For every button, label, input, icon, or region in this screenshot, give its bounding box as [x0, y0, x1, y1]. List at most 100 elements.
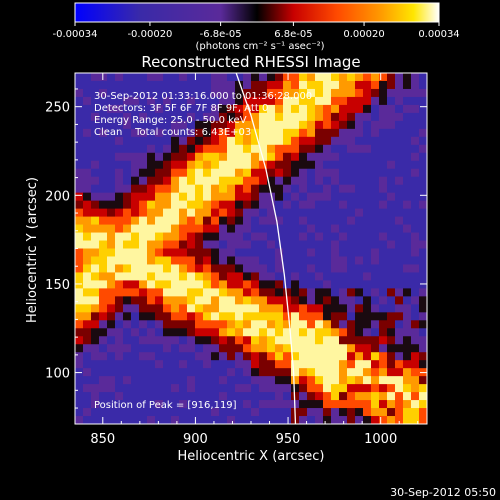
heatmap-cell: [259, 368, 268, 377]
heatmap-cell: [83, 408, 92, 417]
heatmap-cell: [131, 256, 140, 266]
heatmap-cell: [203, 328, 212, 337]
heatmap-cell: [123, 208, 132, 218]
heatmap-cell: [99, 320, 108, 329]
heatmap-cell: [315, 216, 324, 226]
heatmap-cell: [219, 408, 228, 417]
heatmap-cell: [395, 328, 404, 337]
heatmap-cell: [107, 128, 116, 138]
heatmap-cell: [195, 232, 204, 242]
heatmap-cell: [355, 96, 364, 106]
heatmap-cell: [195, 368, 204, 377]
heatmap-cell: [259, 256, 268, 266]
heatmap-cell: [219, 256, 228, 266]
heatmap-cell: [131, 120, 140, 130]
heatmap-cell: [379, 144, 388, 154]
heatmap-cell: [355, 168, 364, 178]
heatmap-cell: [299, 408, 308, 417]
heatmap-cell: [147, 328, 156, 337]
heatmap-cell: [147, 232, 156, 242]
heatmap-cell: [107, 192, 116, 202]
heatmap-cell: [395, 288, 404, 297]
heatmap-cell: [179, 120, 188, 130]
heatmap-cell: [163, 296, 172, 305]
heatmap-cell: [251, 272, 260, 282]
heatmap-cell: [131, 176, 140, 186]
heatmap-cell: [387, 73, 396, 82]
heatmap-cell: [227, 144, 236, 154]
heatmap-cell: [123, 136, 132, 146]
heatmap-cell: [323, 96, 332, 106]
heatmap-cell: [347, 112, 356, 122]
heatmap-cell: [115, 208, 124, 218]
heatmap-cell: [339, 224, 348, 234]
heatmap-cell: [155, 336, 164, 345]
heatmap-cell: [187, 176, 196, 186]
heatmap-cell: [91, 112, 100, 122]
heatmap-cell: [371, 184, 380, 194]
heatmap-cell: [99, 112, 108, 122]
heatmap-cell: [131, 264, 140, 274]
heatmap-cell: [267, 224, 276, 234]
heatmap-cell: [203, 416, 212, 424]
heatmap-cell: [155, 176, 164, 186]
heatmap-cell: [107, 376, 116, 385]
heatmap-cell: [259, 384, 268, 393]
heatmap-cell: [179, 352, 188, 361]
heatmap-cell: [227, 392, 236, 401]
heatmap-cell: [243, 96, 252, 106]
heatmap-cell: [163, 272, 172, 282]
heatmap-cell: [147, 128, 156, 138]
heatmap-cell: [211, 344, 220, 353]
heatmap-cell: [147, 280, 156, 289]
heatmap-cell: [75, 344, 84, 353]
heatmap-cell: [283, 352, 292, 361]
heatmap-cell: [123, 168, 132, 178]
heatmap-cell: [99, 176, 108, 186]
heatmap-cell: [307, 73, 316, 82]
heatmap-cell: [379, 224, 388, 234]
heatmap-cell: [163, 312, 172, 321]
heatmap-cell: [243, 344, 252, 353]
heatmap-cell: [323, 152, 332, 162]
heatmap-cell: [91, 192, 100, 202]
heatmap-cell: [139, 416, 148, 424]
heatmap-cell: [283, 320, 292, 329]
heatmap-cell: [387, 144, 396, 154]
heatmap-cell: [275, 304, 284, 313]
heatmap-cell: [299, 208, 308, 218]
heatmap-cell: [387, 160, 396, 170]
heatmap-cell: [323, 73, 332, 82]
heatmap-cell: [291, 256, 300, 266]
heatmap-cell: [75, 272, 84, 282]
heatmap-cell: [139, 336, 148, 345]
heatmap-cell: [163, 136, 172, 146]
heatmap-cell: [395, 80, 404, 90]
heatmap-cell: [187, 136, 196, 146]
heatmap-cell: [115, 328, 124, 337]
heatmap-cell: [395, 224, 404, 234]
heatmap-cell: [283, 216, 292, 226]
heatmap-cell: [203, 144, 212, 154]
heatmap-cell: [115, 120, 124, 130]
heatmap-cell: [283, 224, 292, 234]
heatmap-cell: [131, 192, 140, 202]
heatmap-cell: [347, 136, 356, 146]
heatmap-cell: [267, 248, 276, 258]
heatmap-cell: [75, 73, 84, 82]
heatmap-cell: [395, 256, 404, 266]
heatmap-cell: [235, 176, 244, 186]
heatmap-cell: [107, 416, 116, 424]
heatmap-cell: [387, 248, 396, 258]
heatmap-cell: [235, 360, 244, 369]
heatmap-cell: [147, 200, 156, 210]
heatmap-cell: [219, 224, 228, 234]
heatmap-cell: [195, 208, 204, 218]
heatmap-cell: [155, 208, 164, 218]
heatmap-cell: [163, 144, 172, 154]
heatmap-cell: [347, 272, 356, 282]
heatmap-cell: [283, 160, 292, 170]
heatmap-cell: [331, 184, 340, 194]
heatmap-cell: [131, 288, 140, 297]
heatmap-cell: [235, 320, 244, 329]
